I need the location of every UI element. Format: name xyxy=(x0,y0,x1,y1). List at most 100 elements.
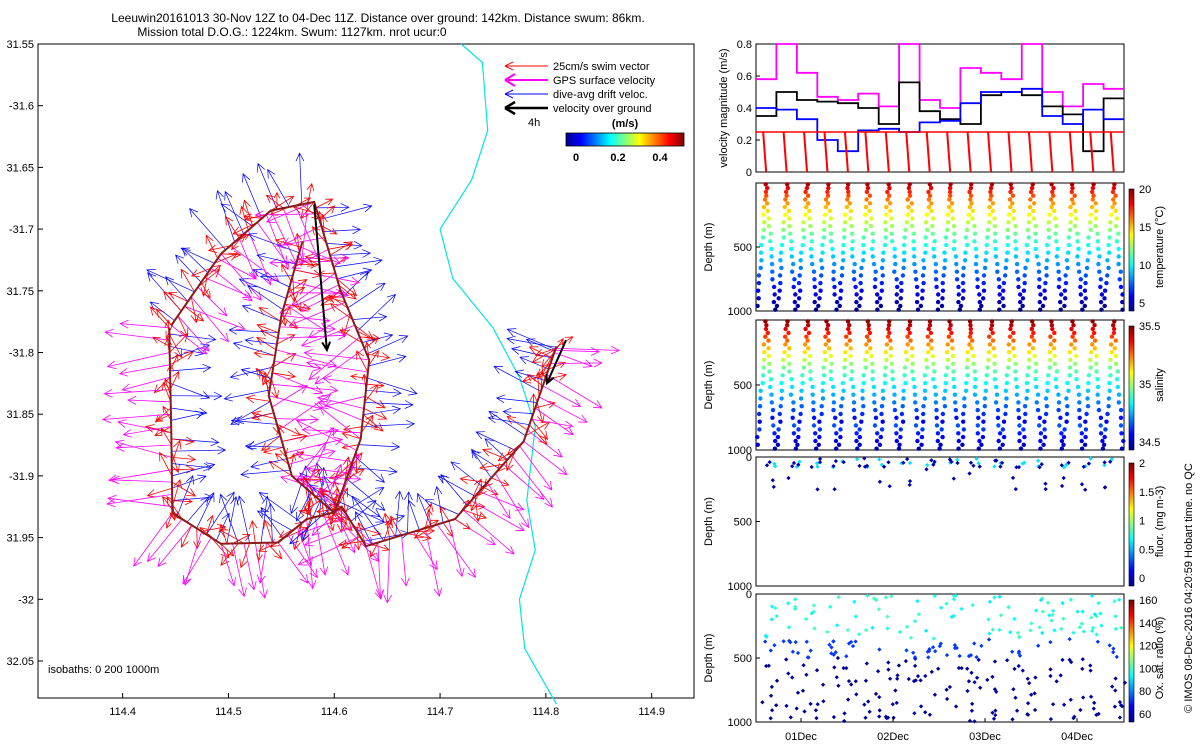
section-point xyxy=(808,377,813,382)
section-ylabel: Depth (m) xyxy=(703,361,715,410)
section-point xyxy=(933,400,939,405)
legend-gps-entry: GPS surface velocity xyxy=(504,73,656,87)
section-point xyxy=(1000,442,1005,447)
section-point xyxy=(1121,438,1126,444)
section-point xyxy=(769,617,774,622)
section-point xyxy=(826,182,831,187)
section-point xyxy=(867,208,872,214)
section-point xyxy=(1022,273,1027,278)
drift-velocity-arrow xyxy=(229,366,274,380)
section-point xyxy=(770,269,775,274)
section-point xyxy=(1050,201,1056,206)
section-point xyxy=(933,277,939,282)
section-point xyxy=(767,361,772,366)
section-point xyxy=(818,280,823,286)
section-point xyxy=(947,189,953,195)
swim-vector-arrow xyxy=(328,472,349,481)
section-point xyxy=(985,365,990,370)
section-point xyxy=(798,288,803,293)
section-point xyxy=(861,404,866,409)
section-point xyxy=(915,673,921,679)
swim-vector-arrow xyxy=(249,520,258,544)
section-point xyxy=(955,457,960,462)
section-point xyxy=(907,319,913,324)
section-point xyxy=(1092,612,1098,617)
gps-velocity-arrow xyxy=(523,440,568,476)
velocity-ylabel: velocity magnitude (m/s) xyxy=(718,48,730,167)
section-point xyxy=(958,303,964,309)
drift-velocity-arrow xyxy=(296,492,312,522)
section-point xyxy=(983,380,989,386)
drift-velocity-arrow xyxy=(355,511,373,545)
section-point xyxy=(934,423,940,428)
section-point xyxy=(828,223,833,229)
gps-velocity-arrow xyxy=(270,383,339,395)
section-point xyxy=(951,476,956,481)
section-point xyxy=(1118,284,1124,290)
section-point xyxy=(785,182,790,187)
section-point xyxy=(792,277,797,282)
section-point xyxy=(951,597,957,602)
section-point xyxy=(905,357,910,363)
section-point xyxy=(1009,185,1014,191)
section-point xyxy=(1052,338,1057,343)
section-point xyxy=(828,604,833,609)
section-point xyxy=(1051,185,1056,191)
gps-velocity-arrow xyxy=(122,426,172,438)
section-point xyxy=(849,377,854,382)
section-point xyxy=(870,369,875,374)
section-point xyxy=(954,645,959,651)
section-point xyxy=(1083,280,1088,286)
section-point xyxy=(1083,419,1088,424)
section-point xyxy=(920,273,926,278)
section-point xyxy=(974,456,979,462)
section-point xyxy=(969,670,974,675)
section-point xyxy=(848,639,854,645)
section-point xyxy=(1034,384,1039,390)
section-point xyxy=(827,208,832,214)
section-point xyxy=(1075,231,1080,236)
section-point xyxy=(892,269,897,274)
section-point xyxy=(813,431,818,436)
colorbar-tick-label: 1 xyxy=(1139,516,1145,528)
section-point xyxy=(773,438,778,444)
section-point xyxy=(864,661,869,666)
section-point xyxy=(992,353,997,359)
section-point xyxy=(1032,707,1038,713)
section-point xyxy=(1058,415,1063,420)
section-point xyxy=(898,296,903,301)
section-point xyxy=(1052,353,1057,359)
section-point xyxy=(762,357,767,363)
colorbar-label: salinity xyxy=(1154,368,1166,402)
section-point xyxy=(1088,227,1094,233)
gps-velocity-arrow xyxy=(317,401,363,421)
section-point xyxy=(769,261,775,267)
velocity-ytick-label: 0 xyxy=(746,167,752,179)
section-point xyxy=(1092,338,1098,343)
section-point xyxy=(912,663,918,669)
section-point xyxy=(950,216,956,221)
section-points xyxy=(755,319,1126,451)
section-point xyxy=(877,714,882,719)
drift-velocity-arrow xyxy=(250,458,287,470)
gps-velocity-arrow xyxy=(534,407,574,436)
section-point xyxy=(791,407,796,413)
section-point xyxy=(1070,319,1075,324)
drift-velocity-arrow xyxy=(495,394,538,404)
section-point xyxy=(1114,239,1120,244)
section-point xyxy=(912,711,917,716)
section-point xyxy=(987,204,992,210)
section-point xyxy=(890,702,895,707)
swim-vector-arrow xyxy=(284,303,312,312)
section-ytick-label: 1000 xyxy=(728,581,752,593)
section-point xyxy=(842,365,847,370)
section-point xyxy=(762,350,767,355)
gps-velocity-arrow xyxy=(243,543,257,591)
section-point xyxy=(928,185,934,191)
section-point xyxy=(1037,277,1042,282)
section-point xyxy=(1113,361,1119,366)
gps-velocity-arrow xyxy=(182,537,212,585)
section-point xyxy=(899,288,904,293)
section-point xyxy=(1030,346,1036,351)
